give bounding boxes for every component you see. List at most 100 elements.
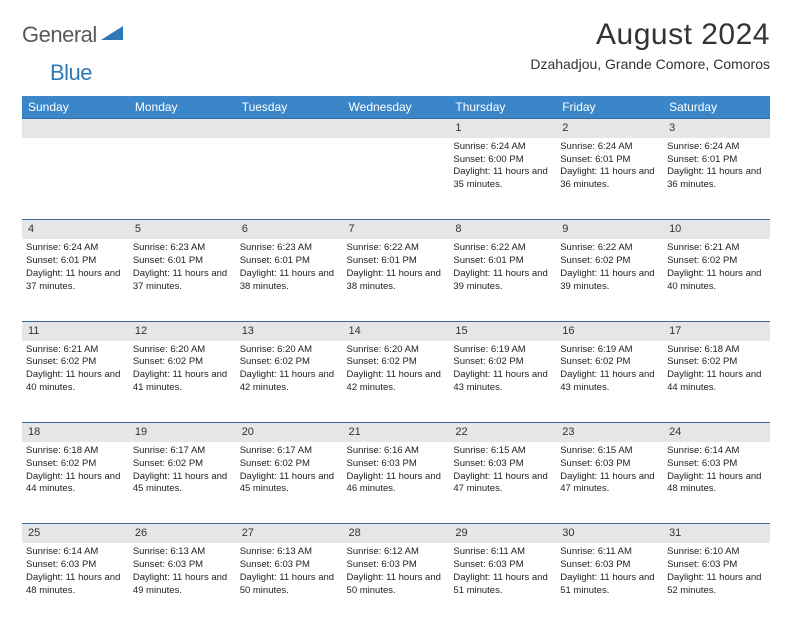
daynum-row: 18192021222324 [22,423,770,442]
sunset-line: Sunset: 6:02 PM [240,458,339,471]
day-number: 6 [236,220,343,239]
daylight-line: Daylight: 11 hours and 37 minutes. [133,268,232,294]
sunrise-line: Sunrise: 6:21 AM [667,242,766,255]
sunset-line: Sunset: 6:03 PM [26,559,125,572]
weekday-header: Tuesday [236,96,343,119]
sunset-line: Sunset: 6:01 PM [26,255,125,268]
day-cell: Sunrise: 6:22 AMSunset: 6:02 PMDaylight:… [556,239,663,321]
daylight-line: Daylight: 11 hours and 47 minutes. [560,471,659,497]
day-cell: Sunrise: 6:10 AMSunset: 6:03 PMDaylight:… [663,543,770,625]
sunset-line: Sunset: 6:03 PM [453,458,552,471]
sunset-line: Sunset: 6:03 PM [560,458,659,471]
day-cell: Sunrise: 6:11 AMSunset: 6:03 PMDaylight:… [556,543,663,625]
daylight-line: Daylight: 11 hours and 37 minutes. [26,268,125,294]
day-number: 1 [449,119,556,138]
day-number: 4 [22,220,129,239]
daylight-line: Daylight: 11 hours and 41 minutes. [133,369,232,395]
day-cell: Sunrise: 6:24 AMSunset: 6:01 PMDaylight:… [22,239,129,321]
day-number: 9 [556,220,663,239]
day-number: 14 [343,321,450,340]
day-cell: Sunrise: 6:11 AMSunset: 6:03 PMDaylight:… [449,543,556,625]
sunset-line: Sunset: 6:02 PM [667,255,766,268]
day-number: 24 [663,423,770,442]
sunset-line: Sunset: 6:03 PM [667,458,766,471]
day-cell: Sunrise: 6:20 AMSunset: 6:02 PMDaylight:… [129,341,236,423]
daylight-line: Daylight: 11 hours and 42 minutes. [240,369,339,395]
sunrise-line: Sunrise: 6:10 AM [667,546,766,559]
daylight-line: Daylight: 11 hours and 50 minutes. [240,572,339,598]
sunset-line: Sunset: 6:02 PM [453,356,552,369]
day-cell: Sunrise: 6:21 AMSunset: 6:02 PMDaylight:… [663,239,770,321]
sunrise-line: Sunrise: 6:20 AM [240,344,339,357]
sunrise-line: Sunrise: 6:20 AM [133,344,232,357]
sunrise-line: Sunrise: 6:19 AM [453,344,552,357]
sunrise-line: Sunrise: 6:22 AM [560,242,659,255]
daynum-row: 25262728293031 [22,524,770,543]
sunrise-line: Sunrise: 6:16 AM [347,445,446,458]
sunset-line: Sunset: 6:03 PM [347,559,446,572]
day-cell: Sunrise: 6:18 AMSunset: 6:02 PMDaylight:… [663,341,770,423]
location: Dzahadjou, Grande Comore, Comoros [530,56,770,72]
sunset-line: Sunset: 6:02 PM [560,255,659,268]
day-cell: Sunrise: 6:22 AMSunset: 6:01 PMDaylight:… [449,239,556,321]
day-number: 21 [343,423,450,442]
day-cell: Sunrise: 6:12 AMSunset: 6:03 PMDaylight:… [343,543,450,625]
sunrise-line: Sunrise: 6:11 AM [453,546,552,559]
day-number: 5 [129,220,236,239]
weekday-header: Sunday [22,96,129,119]
sunrise-line: Sunrise: 6:13 AM [240,546,339,559]
sunrise-line: Sunrise: 6:18 AM [26,445,125,458]
day-number: 18 [22,423,129,442]
daynum-row: 45678910 [22,220,770,239]
daylight-line: Daylight: 11 hours and 35 minutes. [453,166,552,192]
day-number: 30 [556,524,663,543]
day-number: 20 [236,423,343,442]
sunrise-line: Sunrise: 6:17 AM [133,445,232,458]
sunset-line: Sunset: 6:01 PM [560,154,659,167]
weekday-header: Monday [129,96,236,119]
sunset-line: Sunset: 6:02 PM [347,356,446,369]
day-number: 13 [236,321,343,340]
day-number [129,119,236,138]
day-number: 31 [663,524,770,543]
calendar-table: SundayMondayTuesdayWednesdayThursdayFrid… [22,96,770,625]
weekday-header: Wednesday [343,96,450,119]
day-number [236,119,343,138]
daylight-line: Daylight: 11 hours and 42 minutes. [347,369,446,395]
day-cell: Sunrise: 6:17 AMSunset: 6:02 PMDaylight:… [129,442,236,524]
month-title: August 2024 [530,18,770,52]
daylight-line: Daylight: 11 hours and 47 minutes. [453,471,552,497]
day-number: 27 [236,524,343,543]
day-cell [22,138,129,220]
daylight-line: Daylight: 11 hours and 52 minutes. [667,572,766,598]
sunset-line: Sunset: 6:02 PM [26,458,125,471]
daylight-line: Daylight: 11 hours and 43 minutes. [453,369,552,395]
sunset-line: Sunset: 6:01 PM [667,154,766,167]
sunrise-line: Sunrise: 6:22 AM [453,242,552,255]
daylight-line: Daylight: 11 hours and 36 minutes. [560,166,659,192]
day-cell: Sunrise: 6:13 AMSunset: 6:03 PMDaylight:… [236,543,343,625]
sunset-line: Sunset: 6:01 PM [133,255,232,268]
day-number: 10 [663,220,770,239]
day-number: 28 [343,524,450,543]
day-number: 22 [449,423,556,442]
sunrise-line: Sunrise: 6:23 AM [240,242,339,255]
day-cell: Sunrise: 6:23 AMSunset: 6:01 PMDaylight:… [236,239,343,321]
day-number: 11 [22,321,129,340]
sunset-line: Sunset: 6:00 PM [453,154,552,167]
sunrise-line: Sunrise: 6:24 AM [560,141,659,154]
daylight-line: Daylight: 11 hours and 39 minutes. [560,268,659,294]
daynum-row: 11121314151617 [22,321,770,340]
sunset-line: Sunset: 6:03 PM [347,458,446,471]
day-number [343,119,450,138]
day-number: 12 [129,321,236,340]
day-cell: Sunrise: 6:23 AMSunset: 6:01 PMDaylight:… [129,239,236,321]
sunrise-line: Sunrise: 6:17 AM [240,445,339,458]
sunset-line: Sunset: 6:03 PM [667,559,766,572]
sunrise-line: Sunrise: 6:18 AM [667,344,766,357]
sunset-line: Sunset: 6:02 PM [133,356,232,369]
sunrise-line: Sunrise: 6:22 AM [347,242,446,255]
daylight-line: Daylight: 11 hours and 45 minutes. [240,471,339,497]
day-number: 2 [556,119,663,138]
sunset-line: Sunset: 6:02 PM [560,356,659,369]
